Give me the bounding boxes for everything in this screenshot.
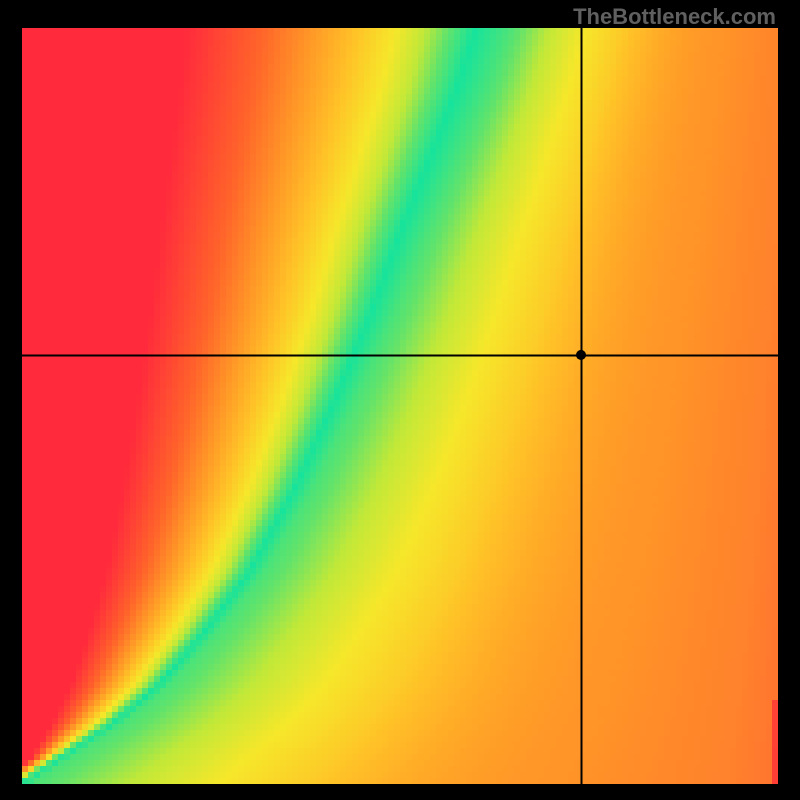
heatmap-plot [22, 28, 778, 784]
chart-container: TheBottleneck.com [0, 0, 800, 800]
watermark-text: TheBottleneck.com [573, 4, 776, 30]
heatmap-canvas [22, 28, 778, 784]
